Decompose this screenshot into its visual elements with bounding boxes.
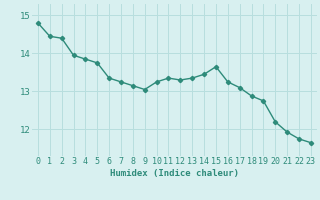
X-axis label: Humidex (Indice chaleur): Humidex (Indice chaleur) — [110, 169, 239, 178]
